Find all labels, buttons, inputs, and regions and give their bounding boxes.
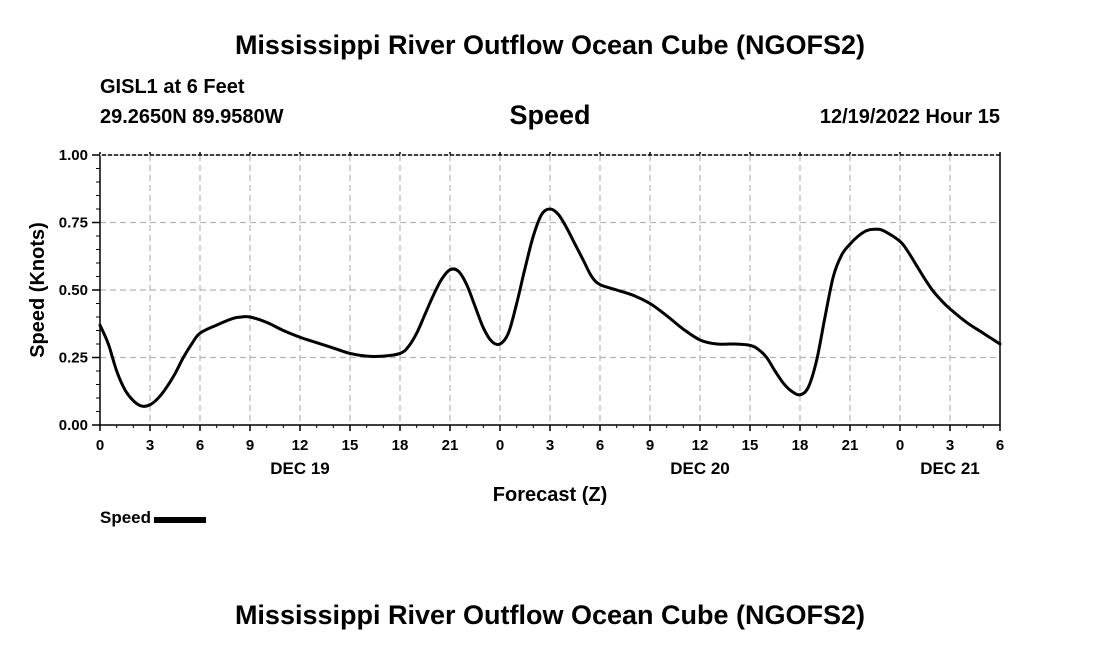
x-tick-label: 21	[442, 437, 459, 454]
x-axis-label: Forecast (Z)	[493, 484, 607, 506]
y-tick-label: 0.25	[59, 350, 88, 367]
x-tick-label: 12	[292, 437, 309, 454]
page-title: Mississippi River Outflow Ocean Cube (NG…	[234, 30, 866, 60]
x-tick-label: 18	[792, 437, 809, 454]
y-tick-label: 0.50	[59, 282, 88, 299]
date-label: DEC 20	[670, 459, 730, 478]
x-tick-label: 21	[842, 437, 859, 454]
x-tick-label: 15	[342, 437, 359, 454]
x-tick-label: 6	[996, 437, 1004, 454]
x-tick-label: 15	[742, 437, 759, 454]
y-tick-label: 0.00	[59, 417, 88, 434]
y-tick-label: 0.75	[59, 215, 88, 232]
x-tick-label: 0	[896, 437, 904, 454]
legend-label-speed: Speed	[100, 508, 152, 527]
x-tick-label: 9	[246, 437, 254, 454]
x-tick-label: 0	[96, 437, 104, 454]
page-title-repeat: Mississippi River Outflow Ocean Cube (NG…	[234, 600, 866, 630]
x-tick-label: 0	[496, 437, 504, 454]
tick-labels: 0 3 6 9 12 15 18 21 0 3 6 9 12 15 18 21 0 3 6 0.00 0.25 0.50 0…	[59, 147, 1004, 478]
date-label: DEC 21	[920, 459, 980, 478]
x-tick-label: 18	[392, 437, 409, 454]
y-tick-label: 1.00	[59, 147, 88, 164]
station-coordinates: 29.2650N 89.9580W	[100, 106, 284, 128]
x-tick-label: 3	[146, 437, 154, 454]
date-label: DEC 19	[270, 459, 330, 478]
y-axis-label: Speed (Knots)	[27, 222, 49, 358]
x-tick-label: 3	[946, 437, 954, 454]
x-tick-label: 3	[546, 437, 554, 454]
axis-ticks	[92, 152, 1001, 431]
x-tick-label: 6	[196, 437, 204, 454]
x-tick-label: 12	[692, 437, 709, 454]
x-tick-label: 6	[596, 437, 604, 454]
x-tick-label: 9	[646, 437, 654, 454]
grid-lines	[100, 155, 1000, 425]
forecast-datetime: 12/19/2022 Hour 15	[819, 106, 1000, 128]
chart-title: Speed	[509, 100, 591, 130]
legend: Speed	[100, 508, 207, 528]
series-line-speed	[98, 207, 1002, 408]
legend-swatch-speed	[154, 516, 207, 523]
station-label: GISL1 at 6 Feet	[100, 76, 245, 98]
